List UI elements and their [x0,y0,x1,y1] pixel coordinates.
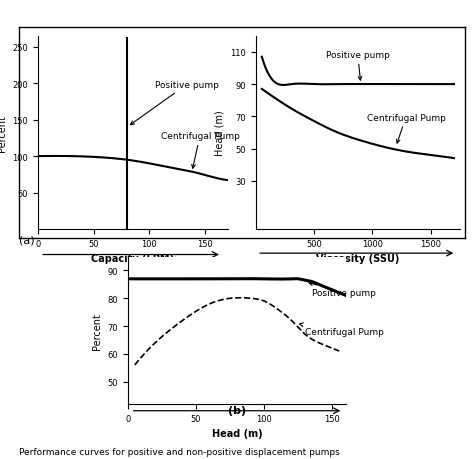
Text: Positive pump: Positive pump [309,282,376,298]
Y-axis label: Head (m): Head (m) [215,110,225,156]
Text: Centrifugal Pump: Centrifugal Pump [161,132,239,169]
Text: Centrifugal Pump: Centrifugal Pump [366,113,446,144]
Text: Performance curves for positive and non-positive displacement pumps: Performance curves for positive and non-… [19,448,340,456]
Text: (b): (b) [228,405,246,415]
Text: Centrifugal Pump: Centrifugal Pump [300,323,384,336]
Y-axis label: Percent: Percent [92,312,102,349]
Text: Positive pump: Positive pump [326,50,390,81]
Y-axis label: Percent: Percent [0,115,7,151]
Text: Positive pump: Positive pump [130,81,219,125]
X-axis label: Viscosity (SSU): Viscosity (SSU) [316,254,400,264]
X-axis label: Head (m): Head (m) [212,428,262,438]
Text: (a): (a) [19,235,35,245]
X-axis label: Capacity (LPM): Capacity (LPM) [91,254,174,264]
